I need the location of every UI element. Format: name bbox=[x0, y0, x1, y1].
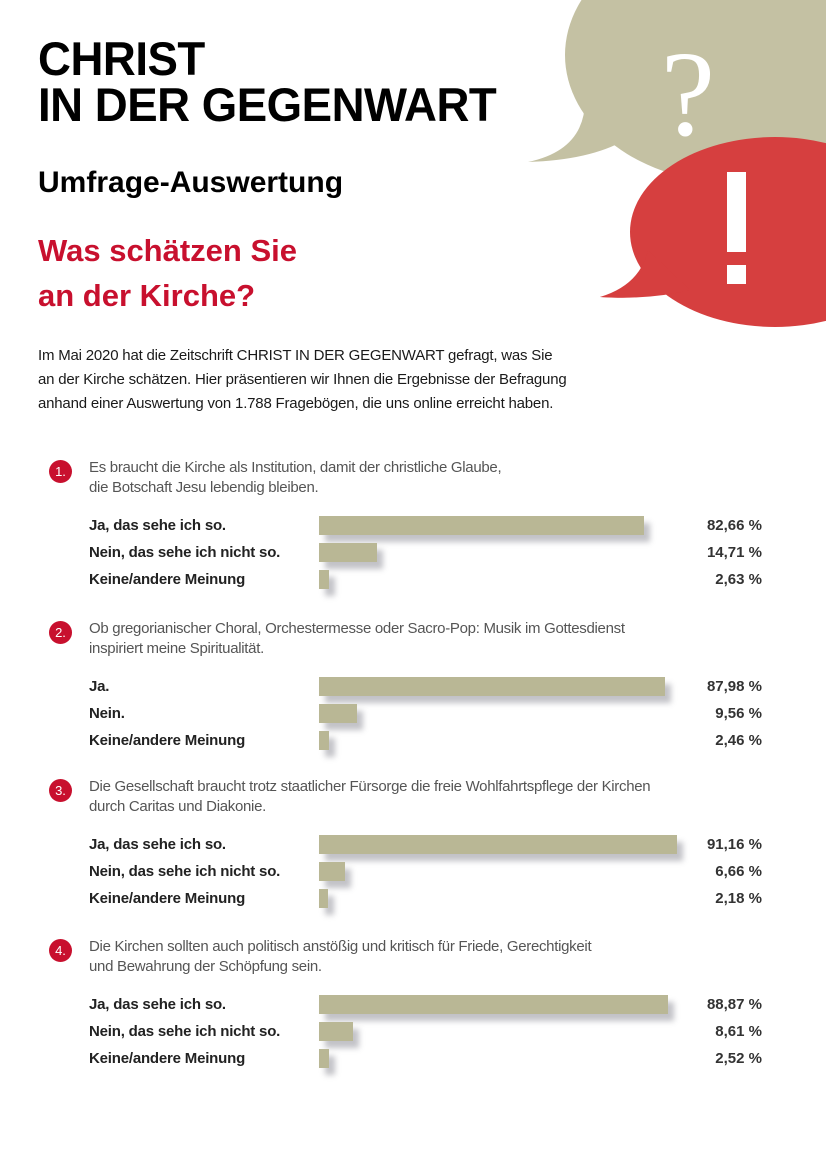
answer-label: Nein, das sehe ich nicht so. bbox=[89, 1023, 281, 1040]
answer-bar bbox=[319, 835, 678, 854]
answer-bar bbox=[319, 570, 330, 589]
speech-bubble-question-icon: ? bbox=[528, 0, 826, 183]
answer-bar bbox=[319, 889, 328, 908]
answer-label: Keine/andere Meinung bbox=[89, 571, 246, 588]
answer-percentage: 2,63 % bbox=[715, 571, 762, 588]
title-line-1: CHRIST bbox=[38, 32, 205, 85]
answer-bar bbox=[319, 731, 329, 750]
question-text: Die Kirchen sollten auch politisch anstö… bbox=[89, 937, 729, 977]
answer-label: Nein. bbox=[89, 705, 125, 722]
answer-percentage: 14,71 % bbox=[706, 544, 762, 561]
answer-bar bbox=[319, 995, 669, 1014]
answer-label: Nein, das sehe ich nicht so. bbox=[89, 544, 281, 561]
answer-row: Ja, das sehe ich so. 91,16 % bbox=[0, 835, 826, 862]
answer-label: Ja, das sehe ich so. bbox=[89, 517, 226, 534]
question-text-line: die Botschaft Jesu lebendig bleiben. bbox=[89, 479, 319, 496]
answer-row: Keine/andere Meinung 2,46 % bbox=[0, 731, 826, 758]
question-text-line: inspiriert meine Spiritualität. bbox=[89, 640, 264, 657]
answer-bar bbox=[319, 704, 357, 723]
question-text-line: Die Kirchen sollten auch politisch anstö… bbox=[89, 938, 592, 955]
answer-row: Nein, das sehe ich nicht so. 6,66 % bbox=[0, 862, 826, 889]
headline-line-2: an der Kirche? bbox=[38, 278, 256, 313]
answer-row: Ja. 87,98 % bbox=[0, 677, 826, 704]
answer-percentage: 9,56 % bbox=[715, 705, 762, 722]
headline-line-1: Was schätzen Sie bbox=[38, 233, 298, 268]
answer-bar bbox=[319, 543, 377, 562]
answer-percentage: 82,66 % bbox=[706, 517, 762, 534]
answer-percentage: 2,18 % bbox=[715, 890, 762, 907]
speech-bubble-exclamation-icon bbox=[600, 137, 826, 327]
answer-percentage: 2,52 % bbox=[715, 1050, 762, 1067]
answer-bar bbox=[319, 1049, 329, 1068]
question-text: Es braucht die Kirche als Institution, d… bbox=[89, 458, 729, 498]
intro-paragraph: Im Mai 2020 hat die Zeitschrift CHRIST I… bbox=[38, 344, 638, 416]
answer-row: Nein, das sehe ich nicht so. 14,71 % bbox=[0, 543, 826, 570]
speech-bubbles-decoration: ? bbox=[528, 0, 826, 327]
intro-line-2: an der Kirche schätzen. Hier präsentiere… bbox=[38, 371, 567, 388]
question-text-line: Ob gregorianischer Choral, Orchestermess… bbox=[89, 620, 625, 637]
question-text: Ob gregorianischer Choral, Orchestermess… bbox=[89, 619, 729, 659]
answer-bar-chart: Ja, das sehe ich so. 91,16 % Nein, das s… bbox=[0, 835, 826, 916]
answer-label: Keine/andere Meinung bbox=[89, 732, 246, 749]
answer-row: Nein. 9,56 % bbox=[0, 704, 826, 731]
answer-percentage: 87,98 % bbox=[706, 678, 762, 695]
answer-row: Ja, das sehe ich so. 88,87 % bbox=[0, 995, 826, 1022]
question-number-badge: 1. bbox=[49, 460, 72, 483]
question-text-line: und Bewahrung der Schöpfung sein. bbox=[89, 958, 322, 975]
magazine-title: CHRIST IN DER GEGENWART bbox=[38, 32, 497, 131]
answer-row: Nein, das sehe ich nicht so. 8,61 % bbox=[0, 1022, 826, 1049]
answer-row: Keine/andere Meinung 2,18 % bbox=[0, 889, 826, 916]
question-text: Die Gesellschaft braucht trotz staatlich… bbox=[89, 777, 729, 817]
question-number-badge: 4. bbox=[49, 939, 72, 962]
answer-bar bbox=[319, 516, 644, 535]
question-number-badge: 2. bbox=[49, 621, 72, 644]
answer-label: Ja. bbox=[89, 678, 110, 695]
answer-percentage: 91,16 % bbox=[706, 836, 762, 853]
answer-row: Ja, das sehe ich so. 82,66 % bbox=[0, 516, 826, 543]
answer-percentage: 2,46 % bbox=[715, 732, 762, 749]
headline: Was schätzen Sie an der Kirche? bbox=[38, 228, 297, 318]
question-text-line: Die Gesellschaft braucht trotz staatlich… bbox=[89, 778, 651, 795]
subtitle: Umfrage-Auswertung bbox=[38, 166, 344, 199]
question-mark-glyph: ? bbox=[661, 27, 715, 162]
answer-bar bbox=[319, 862, 346, 881]
answer-label: Nein, das sehe ich nicht so. bbox=[89, 863, 281, 880]
answer-label: Ja, das sehe ich so. bbox=[89, 996, 226, 1013]
answer-percentage: 8,61 % bbox=[715, 1023, 762, 1040]
answer-bar-chart: Ja, das sehe ich so. 82,66 % Nein, das s… bbox=[0, 516, 826, 597]
answer-bar-chart: Ja. 87,98 % Nein. 9,56 % Keine/andere Me… bbox=[0, 677, 826, 758]
question-text-line: durch Caritas und Diakonie. bbox=[89, 798, 266, 815]
answer-row: Keine/andere Meinung 2,63 % bbox=[0, 570, 826, 597]
intro-line-3: anhand einer Auswertung von 1.788 Frageb… bbox=[38, 395, 554, 412]
answer-row: Keine/andere Meinung 2,52 % bbox=[0, 1049, 826, 1076]
question-text-line: Es braucht die Kirche als Institution, d… bbox=[89, 459, 502, 476]
answer-bar bbox=[319, 1022, 353, 1041]
answer-percentage: 88,87 % bbox=[706, 996, 762, 1013]
answer-bar-chart: Ja, das sehe ich so. 88,87 % Nein, das s… bbox=[0, 995, 826, 1076]
answer-label: Keine/andere Meinung bbox=[89, 1050, 246, 1067]
intro-line-1: Im Mai 2020 hat die Zeitschrift CHRIST I… bbox=[38, 347, 553, 364]
question-number-badge: 3. bbox=[49, 779, 72, 802]
title-line-2: IN DER GEGENWART bbox=[38, 78, 497, 131]
answer-label: Ja, das sehe ich so. bbox=[89, 836, 226, 853]
answer-label: Keine/andere Meinung bbox=[89, 890, 246, 907]
answer-percentage: 6,66 % bbox=[715, 863, 762, 880]
answer-bar bbox=[319, 677, 665, 696]
